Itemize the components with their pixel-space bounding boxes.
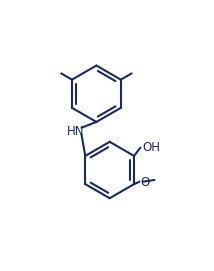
Text: HN: HN <box>67 125 85 138</box>
Text: O: O <box>140 176 150 189</box>
Text: OH: OH <box>142 141 160 154</box>
